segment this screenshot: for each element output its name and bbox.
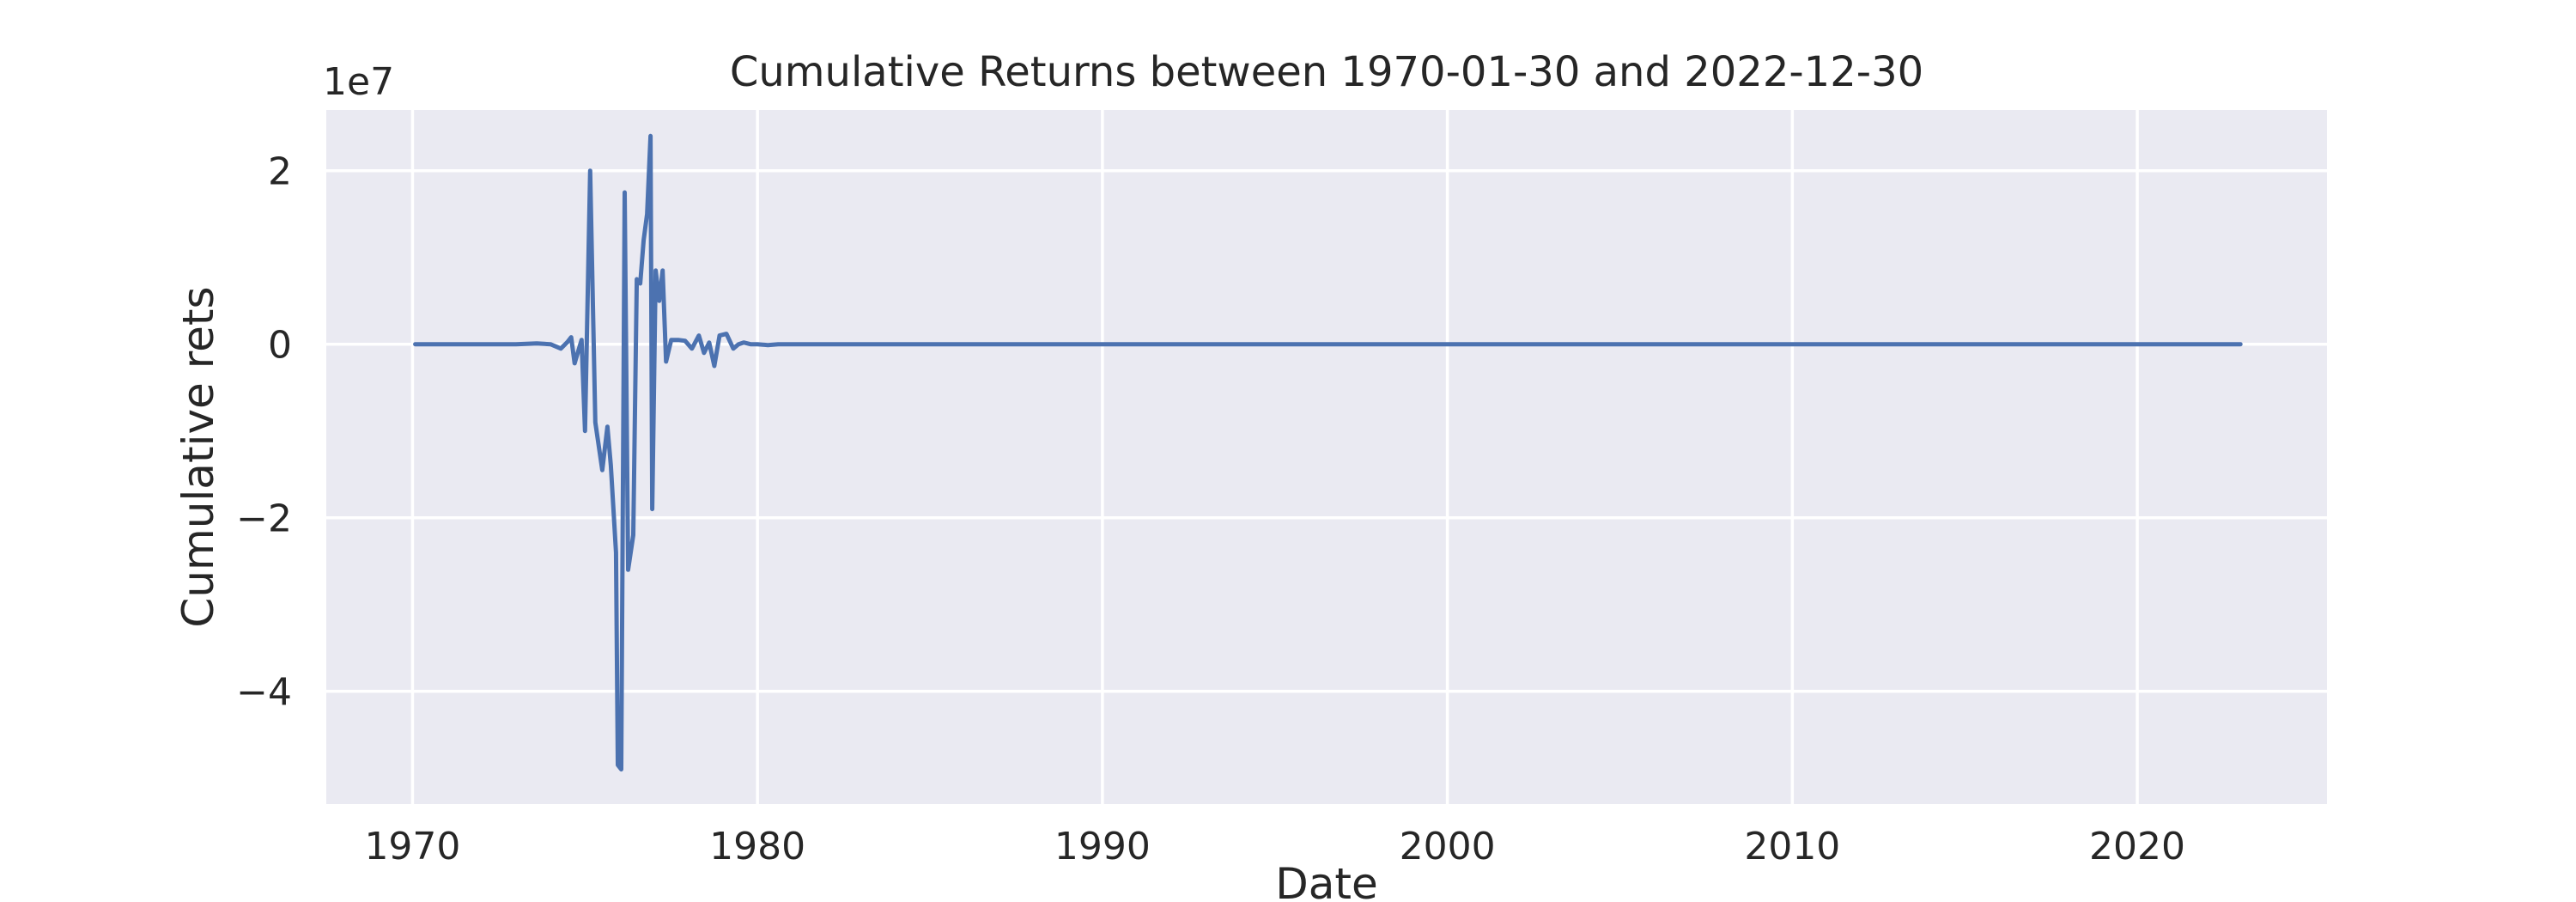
y-axis-title: Cumulative rets — [173, 286, 223, 627]
x-tick-label: 1970 — [364, 825, 460, 868]
x-axis-title: Date — [1275, 859, 1378, 902]
series-line — [413, 133, 2243, 772]
plot-area — [326, 110, 2327, 804]
x-tick-label: 2020 — [2089, 825, 2185, 868]
x-tick-label: 2000 — [1400, 825, 1496, 868]
chart-title: Cumulative Returns between 1970-01-30 an… — [730, 48, 1923, 96]
y-tick-label: −2 — [236, 497, 292, 541]
y-tick-label: 2 — [268, 150, 292, 194]
series-layer — [413, 133, 2243, 772]
x-tick-label: 1980 — [709, 825, 805, 868]
y-axis-offset-label: 1e7 — [323, 60, 394, 104]
tick-labels: 1970 1980 1990 2000 2010 2020 −4 −2 0 2 — [236, 150, 2185, 868]
x-tick-label: 2010 — [1744, 825, 1840, 868]
y-tick-label: −4 — [236, 671, 292, 715]
x-tick-label: 1990 — [1054, 825, 1151, 868]
y-tick-label: 0 — [268, 324, 292, 368]
